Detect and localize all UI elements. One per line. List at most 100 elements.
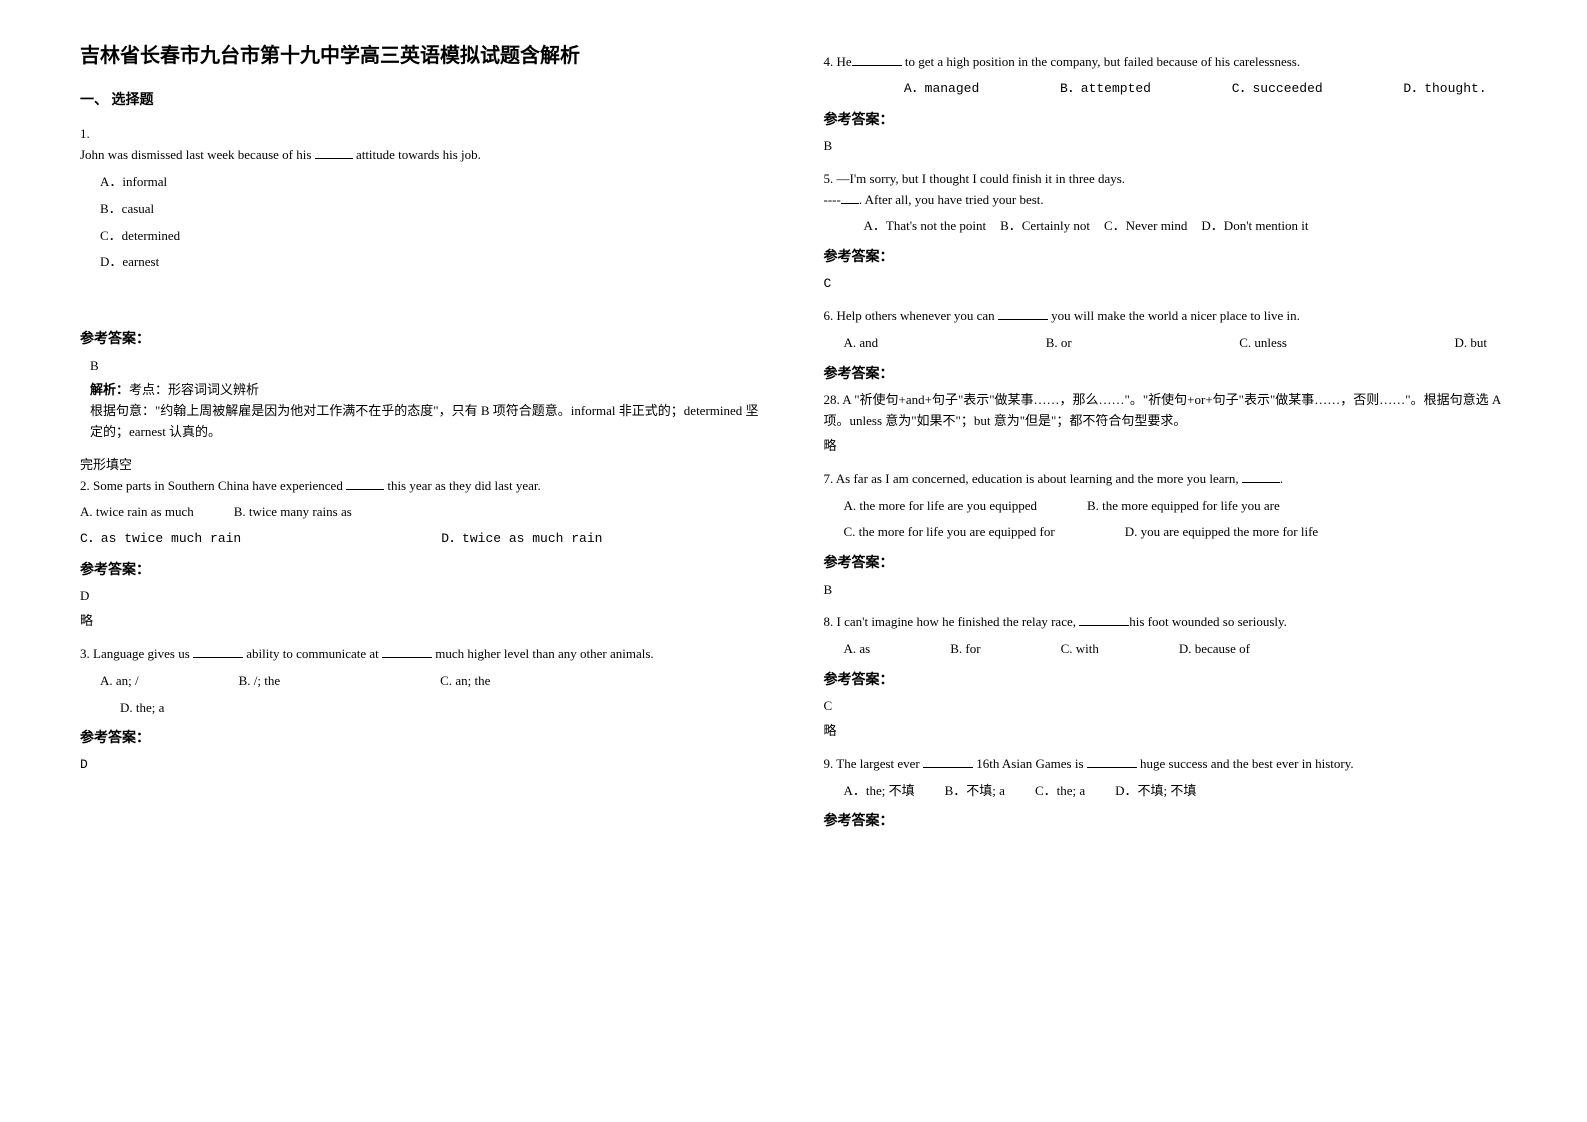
q1-stem: John was dismissed last week because of …: [80, 145, 764, 166]
left-column: 吉林省长春市九台市第十九中学高三英语模拟试题含解析 一、 选择题 1. John…: [80, 40, 764, 846]
q8-opt-b: B. for: [950, 639, 980, 660]
q2-opt-d: D．twice as much rain: [441, 529, 602, 550]
q4-text2: to get a high position in the company, b…: [902, 54, 1300, 69]
q3-stem: 3. Language gives us ability to communic…: [80, 644, 764, 665]
q5-l2b: . After all, you have tried your best.: [859, 192, 1044, 207]
q8-text1: 8. I can't imagine how he finished the r…: [824, 614, 1080, 629]
q1-options: A．informal B．casual C．determined D．earne…: [80, 172, 764, 273]
q7-stem: 7. As far as I am concerned, education i…: [824, 469, 1508, 490]
q5-l2a: ----: [824, 192, 841, 207]
q2-opt-a: A. twice rain as much: [80, 502, 194, 523]
q5-opt-b: B．Certainly not: [1000, 216, 1090, 237]
q3-answer: D: [80, 755, 764, 776]
q1-explain: 解析：考点：形容词词义辨析: [90, 380, 764, 401]
q6-note: 略: [824, 436, 1508, 457]
q2-opt-c: C．as twice much rain: [80, 529, 241, 550]
q7-opt-d: D. you are equipped the more for life: [1125, 522, 1318, 543]
question-4: 4. He to get a high position in the comp…: [824, 52, 1508, 157]
q7-opt-c: C. the more for life you are equipped fo…: [844, 522, 1055, 543]
answer-label: 参考答案：: [824, 247, 1508, 269]
answer-label: 参考答案：: [824, 670, 1508, 692]
question-7: 7. As far as I am concerned, education i…: [824, 469, 1508, 601]
q2-stem: 2. Some parts in Southern China have exp…: [80, 476, 764, 497]
blank-icon: [1079, 614, 1129, 627]
q3-text2: ability to communicate at: [243, 646, 382, 661]
q9-text2: 16th Asian Games is: [973, 756, 1087, 771]
q5-opt-d: D．Don't mention it: [1201, 216, 1308, 237]
q1-text2: attitude towards his job.: [353, 147, 481, 162]
q9-text1: 9. The largest ever: [824, 756, 924, 771]
question-6: 6. Help others whenever you can you will…: [824, 306, 1508, 456]
q3-opt-b: B. /; the: [239, 671, 281, 692]
q2-text2: this year as they did last year.: [384, 478, 541, 493]
q8-note: 略: [824, 721, 1508, 742]
blank-icon: [193, 645, 243, 658]
q8-options: A. as B. for C. with D. because of: [844, 639, 1488, 660]
q4-text1: 4. He: [824, 54, 852, 69]
q3-text1: 3. Language gives us: [80, 646, 193, 661]
q4-options: A．managed B．attempted C．succeeded D．thou…: [884, 79, 1508, 100]
q2-text1: 2. Some parts in Southern China have exp…: [80, 478, 346, 493]
blank-icon: [382, 645, 432, 658]
q7-answer: B: [824, 580, 1508, 601]
q8-answer: C: [824, 696, 1508, 717]
q5-options: A．That's not the point B．Certainly not C…: [864, 216, 1508, 237]
q9-opt-c: C．the; a: [1035, 781, 1085, 802]
q4-stem: 4. He to get a high position in the comp…: [824, 52, 1508, 73]
q5-opt-a: A．That's not the point: [864, 216, 987, 237]
q5-line2: ---- . After all, you have tried your bes…: [824, 190, 1508, 211]
q3-opt-a: A. an; /: [100, 671, 139, 692]
q7-text2: .: [1280, 471, 1283, 486]
q1-text1: John was dismissed last week because of …: [80, 147, 315, 162]
answer-label: 参考答案：: [80, 329, 764, 351]
q4-opt-b: B．attempted: [1060, 79, 1151, 100]
q6-opt-d: D. but: [1454, 333, 1487, 354]
q4-opt-c: C．succeeded: [1232, 79, 1323, 100]
q8-text2: his foot wounded so seriously.: [1129, 614, 1287, 629]
q2-options-row1: A. twice rain as much B. twice many rain…: [80, 502, 764, 523]
q1-opt-a: A．informal: [100, 172, 764, 193]
q1-num: 1.: [80, 124, 764, 145]
q2-gap: 完形填空: [80, 455, 764, 476]
q4-opt-d: D．thought.: [1403, 79, 1486, 100]
answer-label: 参考答案：: [824, 364, 1508, 386]
q2-answer: D: [80, 586, 764, 607]
q3-opt-d-row: D. the; a: [100, 698, 764, 719]
question-3: 3. Language gives us ability to communic…: [80, 644, 764, 776]
question-1: 1. John was dismissed last week because …: [80, 124, 764, 442]
answer-label: 参考答案：: [824, 110, 1508, 132]
q9-stem: 9. The largest ever 16th Asian Games is …: [824, 754, 1508, 775]
q7-options-row2: C. the more for life you are equipped fo…: [844, 522, 1508, 543]
q7-opt-b: B. the more equipped for life you are: [1087, 496, 1280, 517]
q9-opt-b: B．不填; a: [945, 781, 1005, 802]
question-2: 完形填空 2. Some parts in Southern China hav…: [80, 455, 764, 632]
q6-text2: you will make the world a nicer place to…: [1048, 308, 1300, 323]
q5-line1: 5. —I'm sorry, but I thought I could fin…: [824, 169, 1508, 190]
question-9: 9. The largest ever 16th Asian Games is …: [824, 754, 1508, 834]
q1-answer: B: [90, 356, 764, 377]
answer-label: 参考答案：: [80, 560, 764, 582]
q3-options: A. an; / B. /; the C. an; the: [100, 671, 764, 692]
q6-opt-b: B. or: [1046, 333, 1072, 354]
q8-opt-d: D. because of: [1179, 639, 1250, 660]
exam-title: 吉林省长春市九台市第十九中学高三英语模拟试题含解析: [80, 40, 764, 72]
q8-stem: 8. I can't imagine how he finished the r…: [824, 612, 1508, 633]
q6-text1: 6. Help others whenever you can: [824, 308, 998, 323]
q9-opt-d: D．不填; 不填: [1115, 781, 1196, 802]
q3-opt-d: D. the; a: [120, 700, 164, 715]
q7-text1: 7. As far as I am concerned, education i…: [824, 471, 1242, 486]
q6-opt-c: C. unless: [1239, 333, 1287, 354]
exam-page: 吉林省长春市九台市第十九中学高三英语模拟试题含解析 一、 选择题 1. John…: [80, 40, 1507, 846]
q8-opt-a: A. as: [844, 639, 871, 660]
q5-opt-c: C．Never mind: [1104, 216, 1187, 237]
q8-opt-c: C. with: [1061, 639, 1099, 660]
blank-icon: [998, 308, 1048, 321]
q1-opt-c: C．determined: [100, 226, 764, 247]
answer-label: 参考答案：: [824, 811, 1508, 833]
answer-label: 参考答案：: [824, 553, 1508, 575]
section-heading: 一、 选择题: [80, 90, 764, 112]
q3-text3: much higher level than any other animals…: [432, 646, 654, 661]
q1-exp2: 根据句意："约翰上周被解雇是因为他对工作满不在乎的态度"，只有 B 项符合题意。…: [90, 401, 764, 443]
q6-stem: 6. Help others whenever you can you will…: [824, 306, 1508, 327]
q6-answer: 28. A "祈使句+and+句子"表示"做某事……，那么……"。"祈使句+or…: [824, 390, 1508, 432]
